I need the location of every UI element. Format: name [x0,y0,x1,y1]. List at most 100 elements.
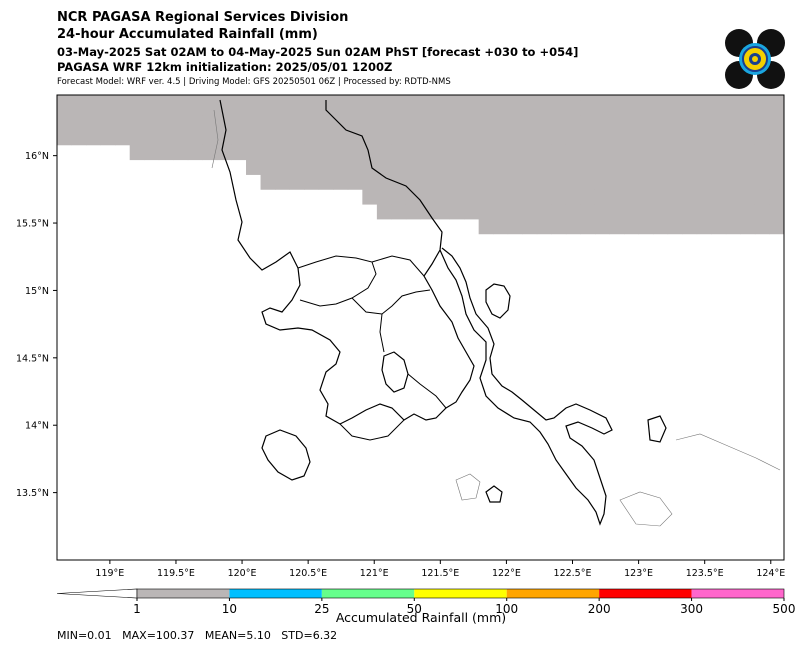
x-tick-label: 119°E [95,568,124,579]
rain-cell [551,100,567,116]
rain-cell [725,219,741,235]
rain-cell [115,95,131,101]
rain-cell [435,100,450,116]
map-frame [56,94,785,561]
rain-cell [594,100,610,116]
rain-cell [784,175,799,190]
rain-cell [158,100,174,116]
statistics-summary: MIN=0.01 MAX=100.37 MEAN=5.10 STD=6.32 [57,629,338,642]
rain-cell [740,130,756,146]
rain-cell [638,204,654,220]
rain-cell [769,219,784,235]
rain-cell [653,159,669,175]
rain-cell [100,115,116,131]
rain-cell [667,115,683,131]
rain-cell [405,189,421,205]
x-axis-ticks: 119°E 119.5°E 120°E 120.5°E 121°E 121.5°E 122°… [95,560,785,579]
rain-cell [100,100,116,116]
rain-cell [449,95,465,101]
rain-cell [769,130,784,146]
rain-cell [362,144,378,161]
rain-cell [638,174,654,190]
rain-cell [696,204,712,220]
rain-cell [435,95,450,101]
rain-cell [769,159,784,175]
rain-cell [435,204,450,220]
x-tick-label: 122.5°E [554,568,592,579]
rain-cell [696,95,712,101]
rain-cell [754,95,770,101]
rain-cell [391,100,407,116]
rain-cell [347,159,363,175]
rain-cell [362,95,378,101]
rain-cell [594,174,610,190]
rain-cell [289,144,305,161]
rain-cell [653,100,669,116]
rain-cell [754,130,770,146]
rain-cell [202,144,218,161]
rain-cell [435,144,450,161]
rain-cell [507,204,523,220]
rain-cell [507,144,523,161]
rain-cell [347,95,363,101]
rain-cell [696,189,712,205]
rain-cell [609,204,625,220]
rain-cell [754,159,770,175]
rain-cell [57,95,72,101]
rain-cell [624,159,639,175]
rain-cell [173,95,189,101]
rain-cell [115,100,131,116]
rain-cell [391,115,407,131]
rain-cell [754,204,770,220]
rain-cell [478,159,494,175]
rain-cell [187,100,203,116]
y-tick-label: 15°N [25,286,49,297]
rain-cell [478,204,494,220]
rain-cell [536,100,552,116]
rain-cell [493,95,509,101]
rain-cell [449,100,465,116]
rain-cell [507,174,523,190]
rain-cell [405,174,421,190]
colorbar-tick-label: 100 [495,602,518,616]
rain-cell [522,100,538,116]
colorbar-tick-label: 1 [133,602,141,616]
rain-cell [784,86,799,101]
rain-cell [507,100,523,116]
rain-cell [725,159,741,175]
rain-cell [653,204,669,220]
rain-cell [653,189,669,205]
rain-cell [711,115,727,131]
rain-cell [653,219,669,235]
rain-cell [275,159,291,175]
coastline-marinduque [485,485,503,503]
rain-cell [565,100,581,116]
rain-cell [246,115,261,131]
rain-cell [187,144,203,161]
colorbar-segment [414,589,507,598]
border-pampanga [297,255,377,307]
rain-cell [638,100,654,116]
rain-cell [304,144,320,161]
rain-cell [464,189,480,205]
x-tick-label: 123.5°E [686,568,724,579]
rain-cell [580,115,596,131]
rain-cell [231,115,247,131]
rain-cell [725,130,741,146]
rain-cell [696,100,712,116]
rain-cell [420,100,436,116]
rain-cell [478,144,494,161]
rain-cell [405,100,421,116]
rain-cell [653,144,669,161]
rain-cell [202,95,218,101]
rain-cell [362,115,378,131]
rain-cell [289,174,305,190]
rain-cell [551,95,567,101]
rain-cell [362,189,378,205]
rain-cell [754,189,770,205]
rain-cell [522,130,538,146]
rain-cell [391,204,407,220]
rain-cell [405,95,421,101]
rain-cell [594,219,610,235]
rain-cell [275,174,291,190]
